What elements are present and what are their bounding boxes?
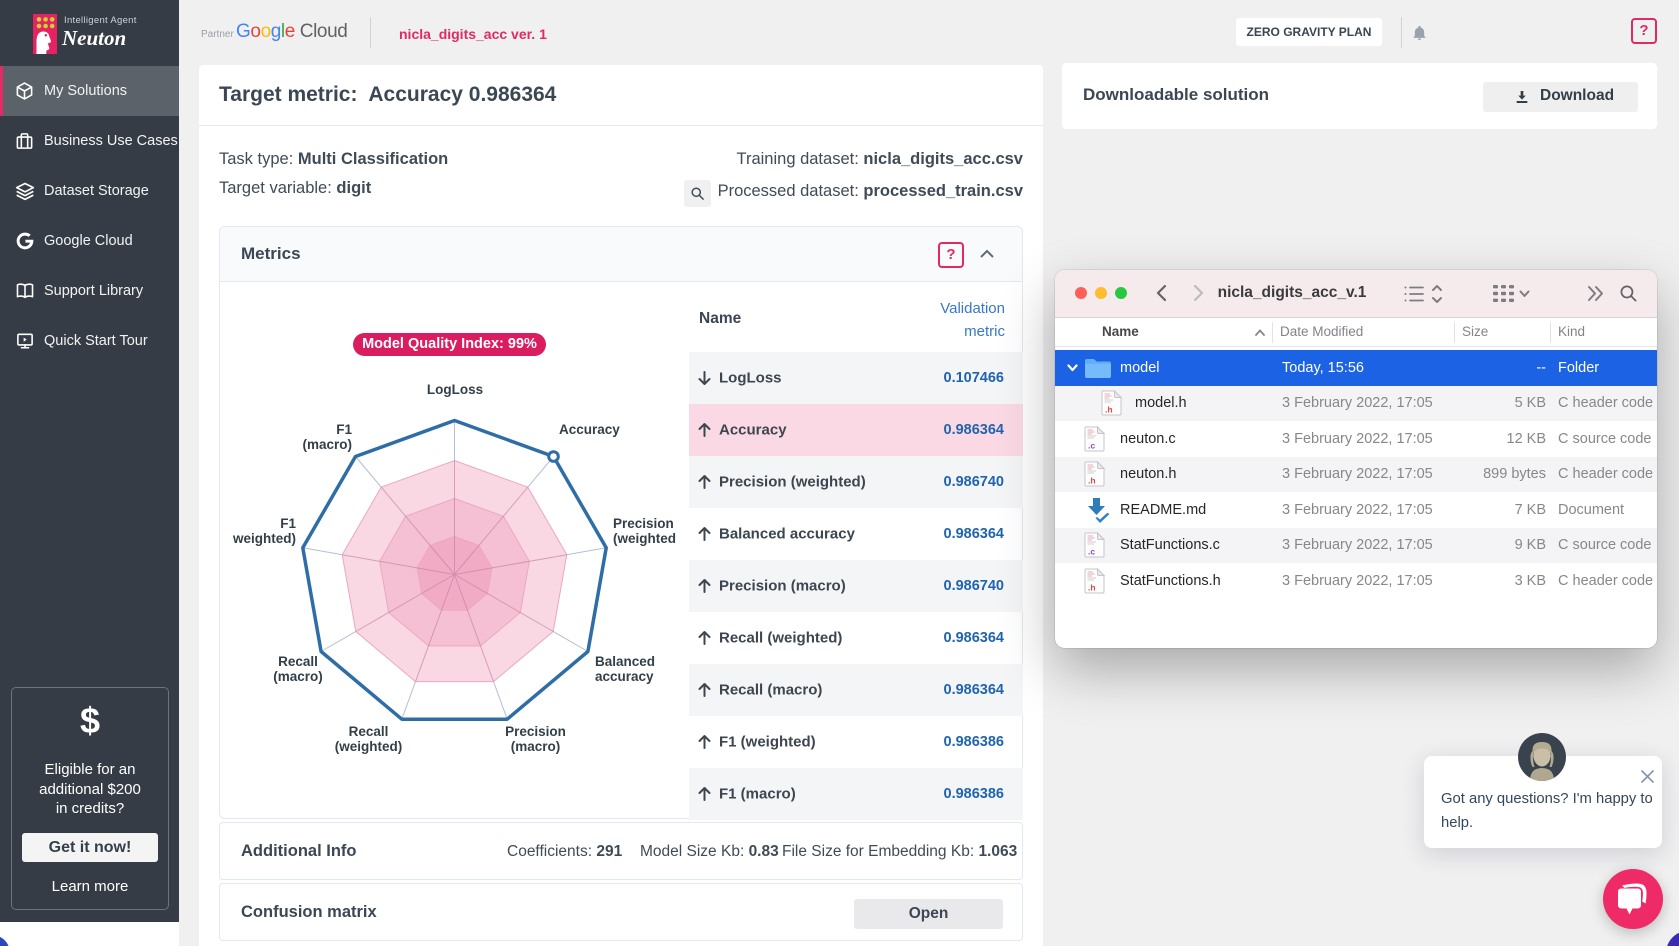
svg-text:.h: .h: [1088, 582, 1096, 592]
svg-text:.c: .c: [1088, 440, 1095, 450]
svg-text:.c: .c: [1088, 547, 1095, 557]
svg-text:.h: .h: [1105, 405, 1113, 415]
svg-text:.h: .h: [1088, 476, 1096, 486]
